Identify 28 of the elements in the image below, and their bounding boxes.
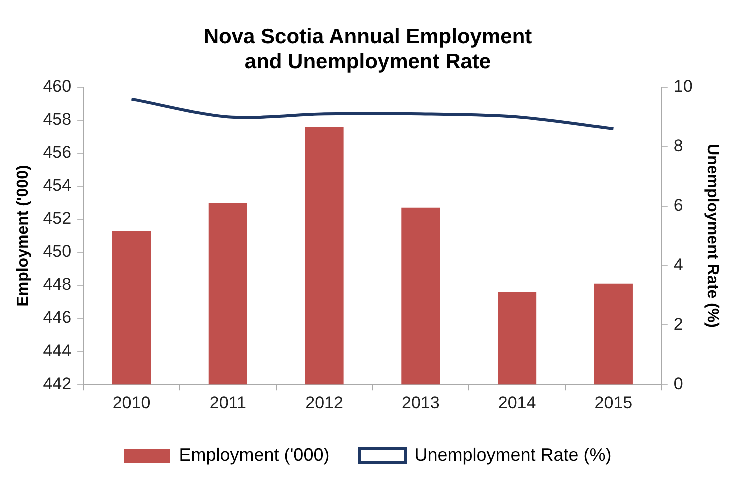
x-tick-label: 2010 — [112, 393, 151, 412]
x-tick-label: 2013 — [402, 393, 440, 412]
x-tick-label: 2012 — [306, 393, 344, 412]
x-tick-label: 2014 — [498, 393, 536, 412]
y-tick-label: 458 — [43, 110, 72, 130]
chart-title: Nova Scotia Annual Employment and Unemployment Rate — [204, 25, 532, 74]
y-tick-label: 456 — [43, 143, 72, 162]
y2-tick-label: 8 — [674, 136, 684, 156]
y2-tick-label: 6 — [674, 196, 684, 215]
y-tick-label: 450 — [43, 242, 72, 262]
y2-tick-label: 2 — [674, 314, 684, 334]
y-axis-title: Employment ('000) — [15, 165, 32, 307]
y-tick-label: 442 — [43, 374, 72, 394]
y-tick-label: 446 — [43, 308, 72, 328]
y-tick-label: 444 — [43, 341, 72, 360]
y2-tick-label: 4 — [674, 255, 684, 274]
y2-tick-label: 10 — [674, 77, 693, 96]
x-tick-label: 2011 — [210, 393, 246, 412]
legend-label: Employment ('000) — [179, 444, 330, 465]
y-tick-label: 448 — [43, 275, 72, 294]
y-tick-label: 452 — [43, 209, 72, 228]
x-tick-label: 2015 — [594, 393, 633, 412]
y2-tick-label: 0 — [674, 374, 684, 394]
legend-label: Unemployment Rate (%) — [414, 444, 612, 465]
line-series — [130, 98, 616, 131]
y-tick-label: 454 — [43, 176, 72, 196]
y-tick-label: 460 — [43, 77, 72, 96]
y2-axis-title: Unemployment Rate (%) — [704, 144, 721, 328]
